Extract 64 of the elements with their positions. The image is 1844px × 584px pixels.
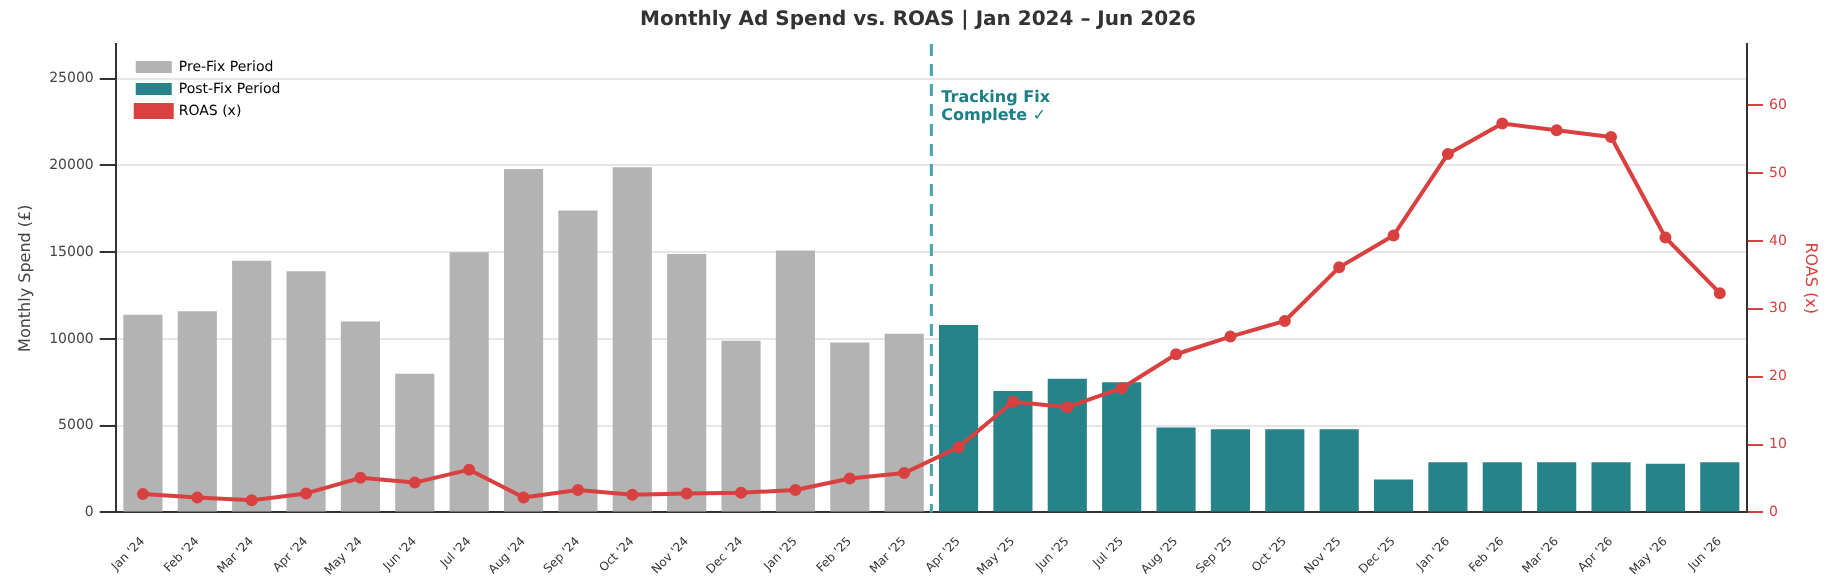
bar bbox=[1373, 479, 1414, 512]
point bbox=[680, 487, 693, 500]
point bbox=[789, 484, 802, 497]
bar bbox=[449, 252, 489, 512]
bar bbox=[1102, 382, 1142, 512]
point bbox=[136, 488, 149, 501]
bar bbox=[558, 210, 598, 512]
point bbox=[245, 494, 258, 507]
bar bbox=[721, 340, 761, 512]
bar bbox=[1482, 462, 1522, 512]
bar bbox=[503, 168, 544, 512]
bar bbox=[1591, 462, 1631, 512]
point bbox=[1605, 131, 1618, 144]
y-axis-title: Monthly Spend (£) bbox=[15, 204, 34, 352]
point bbox=[1224, 330, 1237, 343]
bar bbox=[884, 333, 924, 512]
point bbox=[191, 491, 204, 504]
bar bbox=[612, 167, 652, 512]
bar bbox=[286, 271, 326, 512]
bar bbox=[395, 373, 435, 512]
point bbox=[898, 467, 911, 480]
point bbox=[1115, 382, 1128, 395]
bar bbox=[1645, 463, 1685, 512]
bar bbox=[1047, 378, 1087, 512]
bar bbox=[775, 250, 815, 512]
point bbox=[463, 463, 476, 476]
point bbox=[1170, 348, 1183, 361]
bar bbox=[938, 325, 979, 512]
bar bbox=[993, 391, 1033, 512]
bar bbox=[232, 260, 272, 512]
point bbox=[735, 486, 748, 499]
bar bbox=[1210, 429, 1250, 512]
point bbox=[300, 487, 313, 500]
bar bbox=[830, 342, 870, 512]
bar bbox=[1428, 462, 1468, 512]
bar bbox=[1537, 462, 1577, 512]
bar bbox=[1156, 427, 1196, 512]
point bbox=[1278, 315, 1291, 327]
bar bbox=[1319, 429, 1359, 512]
y2-axis-title: ROAS (x) bbox=[1802, 242, 1821, 315]
point bbox=[1713, 287, 1726, 300]
point bbox=[1550, 124, 1563, 137]
point bbox=[517, 491, 530, 504]
point bbox=[408, 476, 421, 489]
bar bbox=[340, 321, 380, 512]
bar bbox=[177, 311, 217, 512]
point bbox=[1659, 231, 1672, 244]
bar bbox=[123, 314, 163, 512]
point bbox=[1061, 401, 1074, 414]
point bbox=[1333, 261, 1346, 274]
point bbox=[354, 471, 367, 484]
bar bbox=[667, 253, 707, 512]
ref-line-label: Tracking Fix Complete ✓ bbox=[941, 88, 1052, 125]
point bbox=[952, 441, 965, 454]
point bbox=[626, 488, 639, 501]
point bbox=[1496, 117, 1509, 130]
bar bbox=[1265, 429, 1305, 512]
point bbox=[571, 484, 584, 497]
chart-title: Monthly Ad Spend vs. ROAS | Jan 2024 – Jun 2026 bbox=[640, 9, 1196, 32]
point bbox=[1006, 395, 1019, 408]
point bbox=[843, 472, 856, 485]
point bbox=[1387, 229, 1400, 242]
point bbox=[1441, 147, 1454, 160]
bar bbox=[1700, 462, 1740, 512]
